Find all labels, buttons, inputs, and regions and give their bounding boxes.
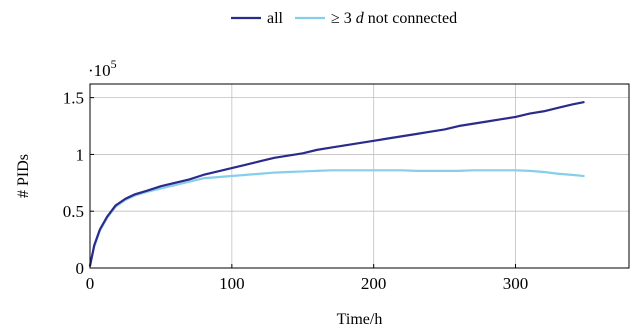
legend-label-not-connected: ≥ 3 d not connected xyxy=(331,10,457,27)
ticks: 0 100 200 300 0 0.5 1 1.5 xyxy=(63,89,529,293)
x-tick-label-0: 0 xyxy=(86,274,95,293)
x-tick-label-200: 200 xyxy=(361,274,387,293)
y-tick-label-0.5: 0.5 xyxy=(63,202,84,221)
x-axis-label: Time/h xyxy=(337,311,383,328)
x-tick-label-100: 100 xyxy=(219,274,245,293)
y-tick-label-0: 0 xyxy=(76,259,85,278)
legend-d: d xyxy=(356,10,365,27)
plot-frame xyxy=(89,83,630,269)
x-tick-label-300: 300 xyxy=(503,274,529,293)
series-line-0 xyxy=(88,101,585,267)
y-scale-label: ·105 xyxy=(88,57,117,80)
legend: all ≥ 3 d not connected xyxy=(231,10,457,27)
grid xyxy=(90,84,629,268)
series-group xyxy=(88,101,585,267)
legend-suffix: not connected xyxy=(368,10,457,27)
y-scale-base: ·10 xyxy=(88,61,111,80)
legend-ge3: ≥ 3 xyxy=(331,10,356,27)
y-tick-label-1.5: 1.5 xyxy=(63,89,84,108)
y-axis-label: # PIDs xyxy=(15,154,32,198)
y-scale-exponent: 5 xyxy=(111,57,117,71)
y-tick-label-1: 1 xyxy=(76,145,85,164)
legend-label-all: all xyxy=(267,10,284,27)
